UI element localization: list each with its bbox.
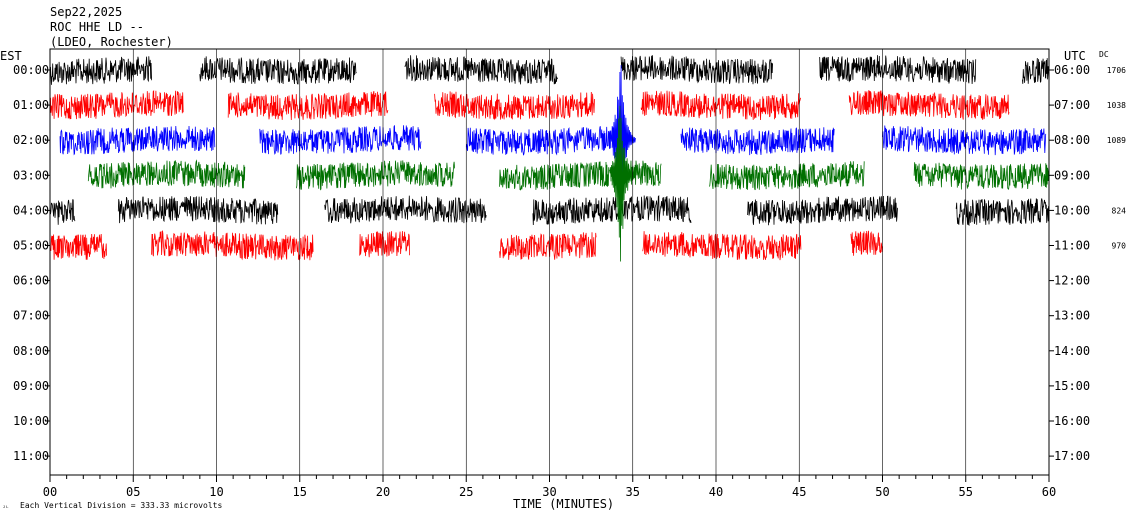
utc-hour-label: 07:00 — [1054, 98, 1090, 112]
trace-segment — [747, 195, 898, 226]
est-hour-label: 05:00 — [13, 239, 49, 253]
footer-mark: ᴶᴸ — [2, 505, 9, 512]
utc-hour-label: 10:00 — [1054, 203, 1090, 217]
trace-segment — [882, 125, 1047, 156]
trace-segment — [49, 199, 76, 225]
est-hour-label: 06:00 — [13, 274, 49, 288]
event-spike — [611, 65, 636, 204]
est-hour-label: 02:00 — [13, 133, 49, 147]
est-hour-label: 11:00 — [13, 449, 49, 463]
x-tick-label: 15 — [293, 485, 307, 499]
utc-hour-label: 12:00 — [1054, 274, 1090, 288]
trace-segment — [49, 233, 107, 260]
est-hour-label: 01:00 — [13, 98, 49, 112]
trace-segment — [404, 55, 558, 85]
x-tick-label: 20 — [376, 485, 390, 499]
trace-segment — [818, 55, 977, 85]
header-date: Sep22,2025 — [50, 5, 122, 19]
est-hour-label: 10:00 — [13, 414, 49, 428]
dc-value: 970 — [1112, 242, 1127, 251]
utc-hour-label: 14:00 — [1054, 344, 1090, 358]
trace-segment — [499, 160, 662, 191]
plot-frame — [49, 48, 1050, 476]
trace-segment — [87, 159, 246, 189]
trace-segment — [199, 56, 357, 85]
utc-hour-label: 09:00 — [1054, 168, 1090, 182]
trace-segment — [850, 230, 883, 256]
trace-segment — [49, 56, 152, 85]
est-hour-label: 00:00 — [13, 63, 49, 77]
trace-segment — [59, 125, 216, 156]
utc-hour-label: 13:00 — [1054, 309, 1090, 323]
utc-hour-label: 06:00 — [1054, 63, 1090, 77]
trace-segment — [117, 196, 279, 225]
footer-note: Each Vertical Division = 333.33 microvol… — [20, 501, 222, 510]
event-spike — [611, 105, 636, 262]
dc-value: 1706 — [1107, 66, 1126, 75]
trace-segment — [640, 90, 801, 121]
trace-segment — [151, 230, 314, 261]
est-hour-label: 09:00 — [13, 379, 49, 393]
trace-segment — [848, 90, 1010, 120]
est-hour-label: 07:00 — [13, 309, 49, 323]
utc-hour-label: 16:00 — [1054, 414, 1090, 428]
trace-segment — [465, 126, 625, 156]
axis-labels: 00 05 10 15 20 25 30 35 40 45 50 55 60 00:00 01:00 02:0… — [13, 63, 1126, 499]
trace-segment — [913, 162, 1050, 190]
utc-hour-label: 11:00 — [1054, 239, 1090, 253]
right-axis-label: UTC — [1064, 49, 1086, 63]
x-tick-label: 05 — [126, 485, 140, 499]
gridlines — [45, 49, 1054, 482]
trace-segment — [708, 161, 865, 191]
x-tick-label: 55 — [959, 485, 973, 499]
header-station: ROC HHE LD -- — [50, 20, 144, 34]
dc-value: 1038 — [1107, 101, 1126, 110]
trace-segment — [259, 125, 422, 155]
header-network: (LDEO, Rochester) — [50, 35, 173, 49]
trace-segment — [499, 232, 597, 260]
trace-segment — [49, 90, 184, 120]
trace-segment — [324, 195, 487, 224]
trace-segment — [680, 127, 835, 156]
utc-hour-label: 15:00 — [1054, 379, 1090, 393]
left-axis-label: EST — [0, 49, 22, 63]
est-hour-label: 04:00 — [13, 203, 49, 217]
x-tick-label: 60 — [1042, 485, 1056, 499]
x-tick-label: 25 — [459, 485, 473, 499]
utc-hour-label: 08:00 — [1054, 133, 1090, 147]
trace-segment — [296, 160, 455, 191]
est-hour-label: 08:00 — [13, 344, 49, 358]
x-axis-title: TIME (MINUTES) — [513, 497, 614, 511]
trace-segment — [620, 55, 773, 85]
trace-segment — [359, 231, 410, 258]
x-tick-label: 35 — [626, 485, 640, 499]
trace-segment — [227, 90, 389, 121]
trace-layer — [49, 55, 1050, 262]
trace-segment — [642, 231, 802, 261]
trace-segment — [955, 198, 1050, 227]
est-hour-label: 03:00 — [13, 168, 49, 182]
x-tick-label: 45 — [792, 485, 806, 499]
dc-label: DC — [1099, 50, 1109, 59]
x-tick-label: 50 — [875, 485, 889, 499]
utc-hour-label: 17:00 — [1054, 449, 1090, 463]
x-tick-label: 00 — [43, 485, 57, 499]
trace-segment — [434, 91, 595, 121]
x-tick-label: 40 — [709, 485, 723, 499]
x-tick-label: 30 — [542, 485, 556, 499]
x-tick-label: 10 — [209, 485, 223, 499]
dc-value: 1089 — [1107, 136, 1126, 145]
trace-segment — [1022, 57, 1050, 84]
dc-value: 824 — [1112, 206, 1127, 215]
trace-segment — [532, 195, 692, 226]
